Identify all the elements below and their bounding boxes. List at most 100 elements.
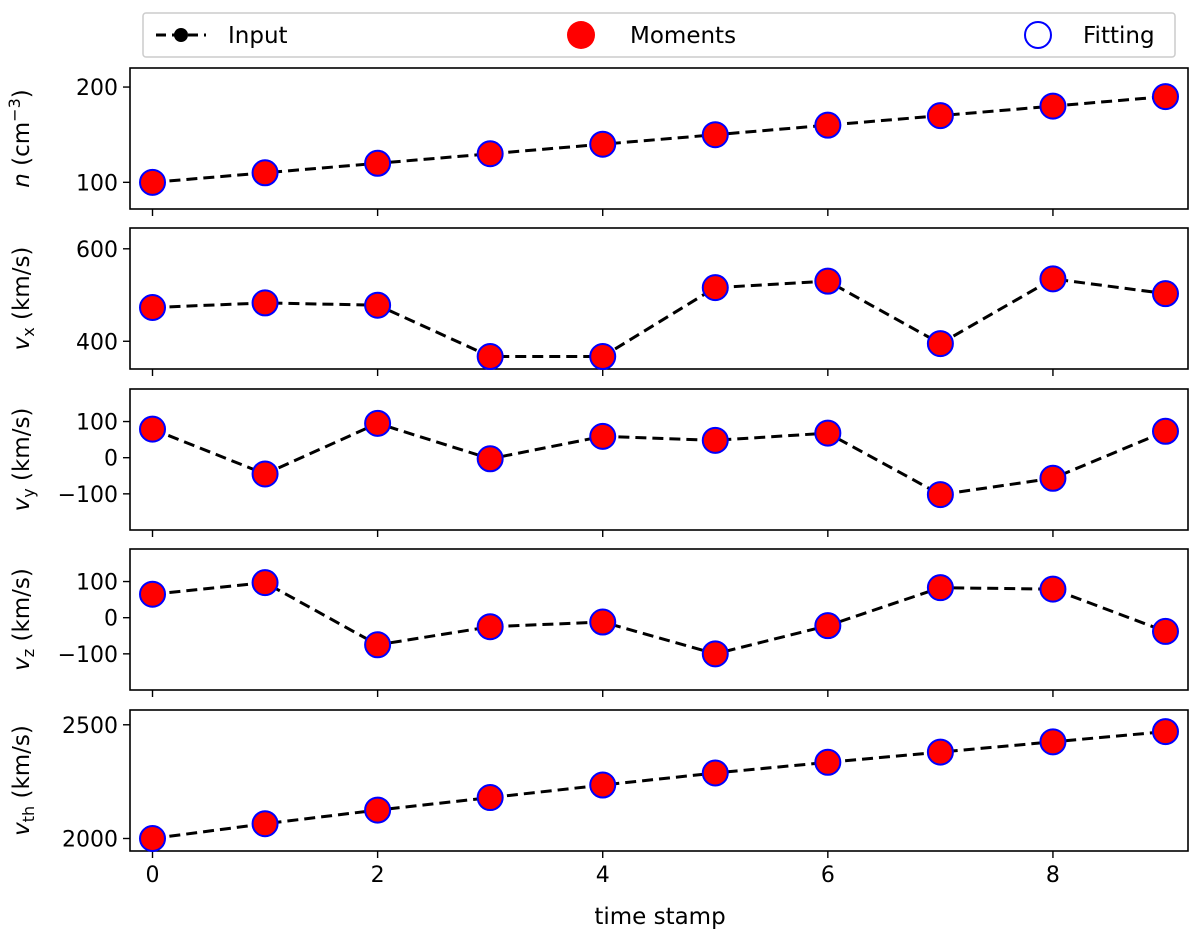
moments-point <box>252 160 278 186</box>
x-tick-label: 8 <box>1046 863 1060 888</box>
y-tick-label: 600 <box>76 238 118 263</box>
y-axis-label-close: ) <box>9 89 35 98</box>
y-axis-label-unit: (cm <box>9 122 35 173</box>
y-tick-label: 2500 <box>62 714 118 739</box>
moments-point <box>1152 281 1178 307</box>
fitting-point <box>139 824 167 852</box>
panel-vx: 400 600 vx (km/s) <box>9 227 1189 376</box>
moments-point <box>927 575 953 601</box>
panel-vy: −100 0 100 vy (km/s) <box>9 388 1189 537</box>
fitting-point <box>1151 83 1179 111</box>
legend-entry-fitting: Fitting <box>1024 21 1155 49</box>
fitting-point <box>139 168 167 196</box>
fitting-point <box>589 130 617 158</box>
x-tick-label: 4 <box>596 863 610 888</box>
plot-frame <box>129 548 1189 691</box>
y-tick-label: 100 <box>76 411 118 436</box>
input-line <box>151 421 1167 497</box>
moments-point <box>702 427 728 453</box>
moments-point <box>477 446 503 472</box>
moments-point <box>1040 266 1066 292</box>
moments-point <box>140 169 166 195</box>
moments-point <box>140 581 166 607</box>
moments-point <box>702 122 728 148</box>
plot-frame <box>129 67 1189 210</box>
fitting-point <box>814 748 842 776</box>
y-tick-label: 2000 <box>62 827 118 852</box>
fitting-point <box>364 291 392 319</box>
y-tick-label: 100 <box>76 571 118 596</box>
moments-point <box>927 739 953 765</box>
legend-fitting-marker-icon <box>1024 21 1052 49</box>
moments-point <box>590 609 616 635</box>
input-line <box>152 581 1167 656</box>
y-axis-label-sub: z <box>19 649 38 657</box>
fitting-point <box>476 140 504 168</box>
fitting-point <box>476 784 504 812</box>
fitting-point <box>589 608 617 636</box>
fitting-point <box>476 613 504 641</box>
fitting-point <box>1151 718 1179 746</box>
fitting-point <box>1039 265 1067 293</box>
y-axis-label-sub: th <box>19 806 38 822</box>
y-axis-label-sub: y <box>19 488 38 497</box>
fitting-point <box>1151 417 1179 445</box>
y-axis-label-unit: (km/s) <box>9 725 35 806</box>
moments-point <box>365 292 391 318</box>
y-axis-label-var: v <box>9 657 35 671</box>
moments-point <box>927 482 953 508</box>
fitting-point <box>814 111 842 139</box>
y-axis-label: vy (km/s) <box>9 408 38 512</box>
moments-point <box>590 772 616 798</box>
moments-point <box>590 131 616 157</box>
fitting-point <box>701 640 729 668</box>
moments-point <box>815 420 841 446</box>
legend-label-fitting: Fitting <box>1083 23 1155 49</box>
fitting-point <box>251 460 279 488</box>
y-axis-label-var: v <box>9 497 35 511</box>
y-axis-label: vx (km/s) <box>9 247 38 351</box>
plot-frame <box>129 709 1189 852</box>
fitting-point <box>364 409 392 437</box>
y-tick-label: −100 <box>58 643 118 668</box>
y-axis-label-sup: −3 <box>5 98 24 122</box>
moments-point <box>815 749 841 775</box>
legend-input-dot-icon <box>174 28 188 42</box>
plot-frame <box>129 388 1189 531</box>
fitting-point <box>589 771 617 799</box>
moments-point <box>365 410 391 436</box>
fitting-point <box>364 796 392 824</box>
y-axis-label: vth (km/s) <box>9 725 38 836</box>
fitting-point <box>251 569 279 597</box>
x-tick-label: 6 <box>821 863 835 888</box>
y-axis-label-unit: (km/s) <box>9 408 35 489</box>
y-tick-label: 0 <box>104 447 118 472</box>
moments-point <box>365 632 391 658</box>
fitting-point <box>364 631 392 659</box>
moments-point <box>702 641 728 667</box>
moments-point <box>1152 84 1178 110</box>
input-line <box>152 730 1166 840</box>
fitting-point <box>926 102 954 130</box>
moments-point <box>702 275 728 301</box>
fitting-point <box>139 580 167 608</box>
fitting-point <box>701 426 729 454</box>
fitting-point <box>926 574 954 602</box>
y-axis-label: vz (km/s) <box>9 568 38 671</box>
moments-point <box>252 570 278 596</box>
moments-point <box>590 423 616 449</box>
y-axis-label-unit: (km/s) <box>9 247 35 328</box>
moments-point <box>815 613 841 639</box>
moments-point <box>140 295 166 321</box>
fitting-point <box>1039 575 1067 603</box>
fitting-point <box>251 810 279 838</box>
x-tick-label: 2 <box>371 863 385 888</box>
y-axis-label-var: v <box>9 336 35 350</box>
moments-point <box>252 290 278 316</box>
moments-point <box>477 344 503 370</box>
moments-point <box>477 785 503 811</box>
legend-frame <box>142 12 1176 58</box>
fitting-point <box>701 121 729 149</box>
moments-point <box>252 461 278 487</box>
fitting-point <box>139 415 167 443</box>
